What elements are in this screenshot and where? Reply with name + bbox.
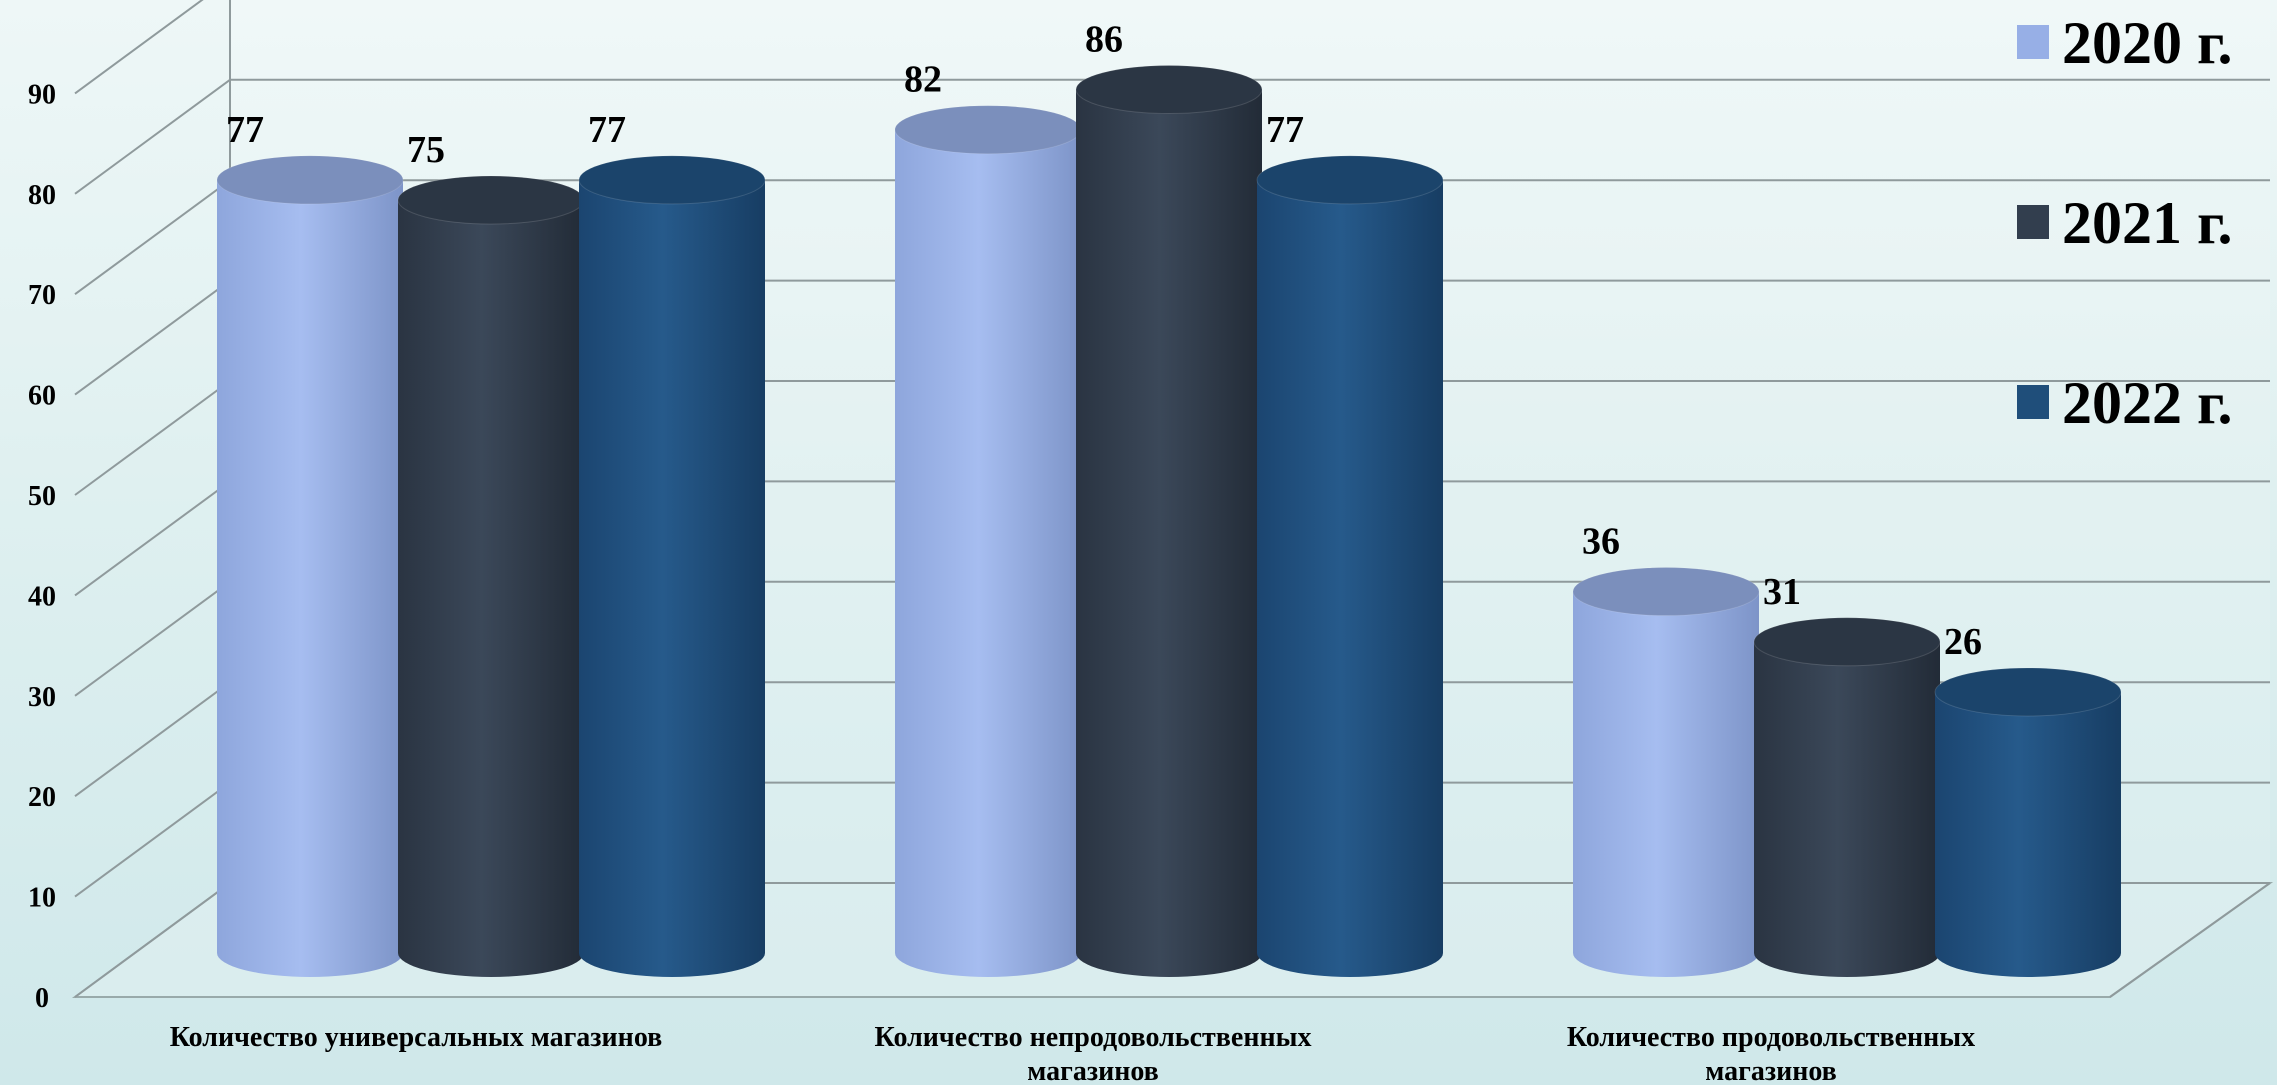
legend-swatch [2017,385,2049,419]
bar-top [578,155,766,205]
legend-label: 2020 г. [2062,10,2232,76]
data-label: 31 [1763,571,1801,613]
data-label: 77 [1266,109,1304,151]
data-label: 26 [1944,621,1982,663]
legend: 2020 г. 2021 г. 2022 г. [2017,10,2232,436]
bar-top-shade [1754,617,1940,666]
bar-top [1934,667,2122,717]
y-tick-label: 0 [35,983,49,1014]
bar [1256,155,1444,978]
bar [1934,667,2122,977]
data-label: 75 [407,129,445,171]
y-tick-label: 20 [28,782,56,813]
legend-swatch [2017,25,2049,59]
legend-label: 2021 г. [2062,190,2232,256]
y-tick-label: 40 [28,581,56,612]
bar-top [1753,617,1941,667]
bar-body [1573,591,1759,977]
bar [578,155,766,978]
bar [894,105,1082,978]
gridline-depth [74,279,231,396]
bar-body [1754,641,1940,977]
gridline-depth [74,380,231,496]
y-tick-label: 90 [28,79,56,110]
gridline-depth [74,882,231,998]
gridline-depth [74,681,231,798]
y-tick-label: 30 [28,682,56,713]
y-tick-label: 10 [28,883,56,914]
gridline-depth [74,480,231,597]
bar-top [1256,155,1444,205]
bar-top-shade [579,155,765,204]
bar-body [217,179,403,978]
bar-top-shade [398,176,584,224]
bar-body [1935,691,2121,977]
bar-top [216,155,404,205]
gridline-depth [74,78,231,195]
bar-body [1076,89,1262,977]
category-label-line: Количество продовольственных [1567,1022,1975,1053]
bar [1572,567,1760,977]
legend-item: 2020 г. [2017,10,2232,76]
legend-swatch [2017,205,2049,239]
bar-top-shade [895,105,1081,154]
gridline-depth [74,580,231,697]
bar-top [1572,567,1760,617]
category-label-line: магазинов [1027,1056,1159,1085]
bar-body [398,200,584,977]
y-tick-label: 60 [28,381,56,412]
bar-body [1257,179,1443,978]
category-label-line: магазинов [1705,1056,1837,1085]
y-axis: 0 10 20 30 40 50 60 70 80 90 [28,79,56,1014]
bar-top-shade [217,155,403,204]
data-label: 77 [226,109,264,151]
gridline-depth [74,179,231,296]
legend-item: 2022 г. [2017,370,2232,436]
bars [216,65,2122,978]
category-label: Количество непродовольственных магазинов [875,1022,1312,1085]
bar-top-shade [1573,567,1759,616]
legend-item: 2021 г. [2017,190,2232,256]
data-label: 36 [1582,521,1620,563]
bar [1075,65,1263,977]
bar-body [895,129,1081,978]
category-label: Количество универсальных магазинов [170,1022,663,1053]
category-labels: Количество универсальных магазинов Количе… [170,1022,1975,1085]
bar-top [1075,65,1263,115]
category-label-line: Количество универсальных магазинов [170,1022,663,1053]
floor-edge [2109,882,2271,998]
y-tick-label: 70 [28,280,56,311]
bar-body [579,179,765,978]
gridline-depth [74,781,231,898]
category-label: Количество продовольственных магазинов [1567,1022,1975,1085]
bar [216,155,404,978]
y-tick-label: 50 [28,481,56,512]
category-label-line: Количество непродовольственных [875,1022,1312,1053]
bar-top-shade [1257,155,1443,204]
bar-top-shade [1076,65,1262,114]
bar [1753,617,1941,977]
data-label: 82 [904,59,942,101]
data-labels: 77 75 77 82 86 77 36 31 26 [226,19,1982,663]
gridline-depth [74,0,204,95]
y-tick-label: 80 [28,180,56,211]
data-label: 86 [1085,19,1123,61]
data-label: 77 [588,109,626,151]
bar [397,175,585,977]
legend-label: 2022 г. [2062,370,2232,436]
bar-top-shade [1935,667,2121,716]
